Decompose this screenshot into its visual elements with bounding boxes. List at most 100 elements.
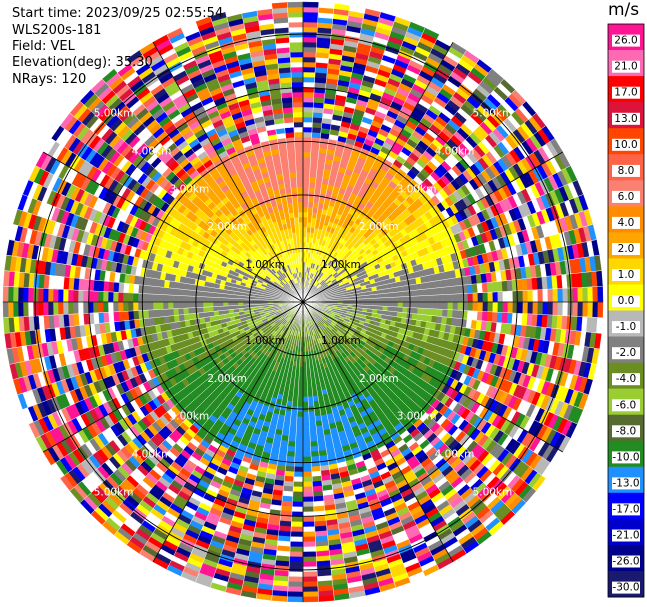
range-gate bbox=[286, 146, 296, 154]
range-gate bbox=[227, 301, 234, 307]
range-gate bbox=[7, 301, 14, 318]
range-gate bbox=[27, 287, 34, 303]
range-gate bbox=[117, 301, 124, 312]
range-gate bbox=[217, 305, 224, 312]
range-gate bbox=[299, 231, 304, 238]
range-gate bbox=[397, 291, 404, 298]
range-gate bbox=[412, 289, 419, 297]
range-gate bbox=[157, 309, 165, 318]
range-gate bbox=[237, 301, 244, 306]
range-gate bbox=[12, 286, 19, 303]
range-gate bbox=[298, 211, 304, 218]
range-gate bbox=[295, 161, 304, 168]
range-gate bbox=[217, 301, 224, 307]
range-gate bbox=[172, 301, 179, 310]
range-gate bbox=[291, 81, 304, 88]
range-gate bbox=[288, 21, 304, 28]
range-gate bbox=[52, 301, 59, 316]
range-gate bbox=[308, 186, 316, 193]
range-gate bbox=[147, 301, 154, 311]
range-gate bbox=[310, 151, 319, 159]
range-gate bbox=[67, 289, 74, 303]
range-gate bbox=[289, 41, 304, 48]
range-gate bbox=[295, 156, 304, 163]
range-gate bbox=[313, 197, 320, 204]
range-gate bbox=[290, 66, 304, 73]
range-gate bbox=[302, 41, 317, 48]
range-gate bbox=[417, 295, 424, 303]
range-gate bbox=[302, 116, 313, 123]
range-gate bbox=[152, 301, 159, 311]
range-gate bbox=[302, 181, 310, 188]
range-gate bbox=[302, 46, 317, 53]
range-gate bbox=[412, 295, 419, 303]
range-gate bbox=[112, 291, 119, 303]
range-gate bbox=[307, 196, 315, 203]
range-gate bbox=[293, 121, 304, 128]
range-gate bbox=[62, 289, 69, 303]
range-gate bbox=[177, 301, 184, 309]
range-gate bbox=[577, 287, 584, 303]
range-gate bbox=[152, 293, 159, 303]
range-gate bbox=[302, 216, 308, 223]
range-gate bbox=[293, 126, 304, 133]
range-gate bbox=[367, 298, 374, 303]
range-gate bbox=[288, 36, 304, 43]
scan-gates bbox=[2, 1, 604, 603]
range-gate bbox=[302, 1, 319, 8]
range-gate bbox=[294, 141, 304, 148]
range-gate bbox=[291, 91, 304, 98]
range-gate bbox=[22, 301, 29, 317]
range-gate bbox=[237, 298, 244, 303]
range-gate bbox=[292, 101, 304, 108]
range-gate bbox=[17, 301, 24, 318]
range-gate bbox=[113, 311, 120, 323]
range-gate bbox=[302, 171, 311, 178]
range-gate bbox=[293, 116, 304, 123]
range-gate bbox=[283, 117, 294, 124]
range-gate bbox=[289, 56, 304, 63]
range-gate bbox=[293, 216, 300, 223]
range-gate bbox=[382, 297, 389, 303]
range-gate bbox=[289, 171, 297, 178]
range-gate bbox=[486, 281, 493, 293]
range-gate bbox=[293, 211, 299, 218]
range-gate bbox=[207, 301, 214, 308]
range-gate bbox=[77, 289, 84, 303]
range-gate bbox=[187, 289, 194, 297]
range-gate bbox=[397, 296, 404, 303]
range-gate bbox=[302, 186, 310, 193]
range-gate bbox=[132, 301, 139, 312]
range-gate bbox=[12, 301, 19, 318]
range-gate bbox=[232, 298, 239, 303]
range-gate bbox=[288, 161, 297, 168]
range-gate bbox=[177, 288, 184, 296]
range-gate bbox=[401, 285, 408, 292]
range-gate bbox=[177, 308, 184, 316]
range-gate bbox=[456, 285, 464, 295]
range-gate bbox=[302, 96, 314, 103]
range-gate bbox=[132, 283, 140, 294]
range-gate bbox=[37, 287, 44, 303]
range-gate bbox=[597, 286, 604, 303]
range-gate bbox=[57, 301, 64, 316]
range-gate bbox=[157, 294, 164, 303]
range-gate bbox=[197, 296, 204, 303]
range-gate bbox=[3, 317, 10, 334]
range-gate bbox=[182, 295, 189, 303]
range-gate bbox=[517, 290, 524, 303]
range-gate bbox=[422, 295, 429, 303]
range-gate bbox=[2, 301, 9, 318]
range-gate bbox=[17, 286, 24, 303]
range-gate bbox=[357, 298, 364, 303]
range-gate bbox=[92, 301, 99, 314]
range-gate bbox=[242, 301, 249, 306]
range-gate bbox=[292, 111, 304, 118]
range-gate bbox=[97, 291, 104, 303]
range-gate bbox=[302, 91, 315, 98]
range-gate bbox=[112, 301, 119, 313]
range-gate bbox=[472, 292, 479, 303]
range-gate bbox=[562, 287, 569, 303]
range-gate bbox=[387, 297, 394, 303]
